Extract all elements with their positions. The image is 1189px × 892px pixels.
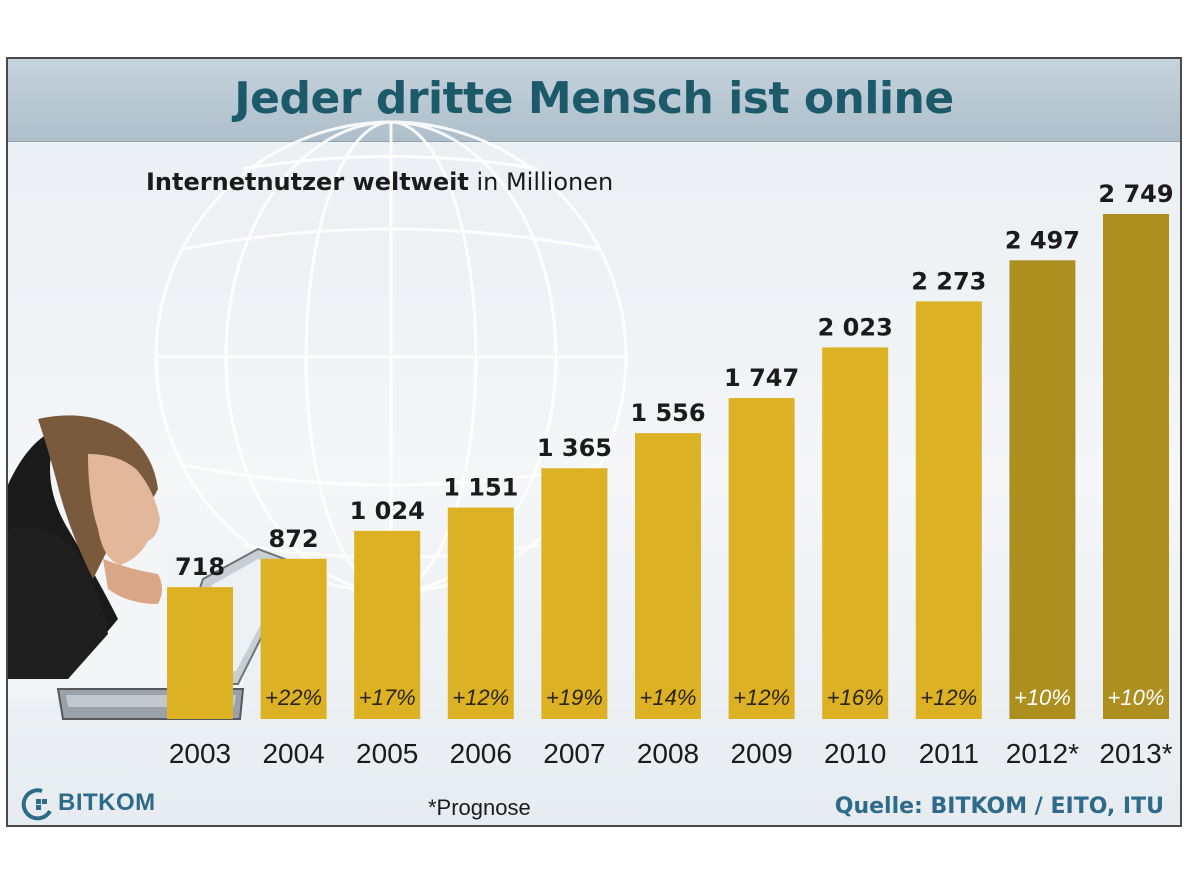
bar-2010 — [822, 347, 889, 719]
value-label-2004: 872 — [269, 525, 319, 553]
value-label-2013: 2 749 — [1098, 180, 1173, 208]
value-label-2006: 1 151 — [443, 474, 518, 502]
growth-label-2007: +19% — [546, 685, 603, 710]
x-tick-2011: 2011 — [919, 738, 979, 769]
value-label-2011: 2 273 — [911, 267, 986, 295]
growth-label-2005: +17% — [359, 685, 416, 710]
value-label-2008: 1 556 — [630, 399, 705, 427]
growth-label-2009: +12% — [733, 685, 790, 710]
growth-label-2008: +14% — [640, 685, 697, 710]
chart-title: Jeder dritte Mensch ist online — [234, 73, 954, 124]
growth-label-2012: +10% — [1014, 685, 1071, 710]
growth-label-2011: +12% — [920, 685, 977, 710]
infographic-frame: Jeder dritte Mensch ist online — [6, 57, 1182, 827]
bars-layer: 718 2003 872 +22% 2004 1 024 +17% 2005 1 151 +12%… — [167, 180, 1174, 769]
x-tick-2007: 2007 — [543, 738, 605, 769]
bar-2004 — [260, 558, 327, 719]
growth-label-2006: +12% — [452, 685, 509, 710]
bar-2011 — [915, 301, 982, 719]
growth-label-2004: +22% — [265, 685, 322, 710]
value-label-2010: 2 023 — [818, 313, 893, 341]
bitkom-logo-text: BITKOM — [58, 789, 156, 816]
x-tick-2005: 2005 — [356, 738, 418, 769]
bar-2009 — [728, 398, 795, 719]
growth-label-2013: +10% — [1108, 685, 1165, 710]
bar-2007 — [541, 468, 608, 719]
bar-2013 — [1103, 214, 1169, 719]
x-tick-2004: 2004 — [262, 738, 324, 769]
bar-2012 — [1009, 260, 1076, 719]
person-with-laptop-image — [8, 390, 300, 720]
chart-subtitle: Internetnutzer weltweit in Millionen — [146, 168, 613, 196]
value-label-2009: 1 747 — [724, 364, 799, 392]
x-tick-2008: 2008 — [637, 738, 699, 769]
subtitle-regular: in Millionen — [468, 168, 614, 196]
value-label-2003: 718 — [175, 553, 225, 581]
subtitle-bold: Internetnutzer weltweit — [146, 168, 469, 196]
x-tick-2010: 2010 — [824, 738, 886, 769]
value-label-2012: 2 497 — [1005, 226, 1080, 254]
value-label-2007: 1 365 — [537, 434, 612, 462]
source-note: Quelle: BITKOM / EITO, ITU — [834, 794, 1164, 819]
growth-label-2010: +16% — [827, 685, 884, 710]
x-tick-2013: 2013* — [1099, 738, 1172, 769]
footnote: *Prognose — [428, 795, 531, 820]
x-tick-2003: 2003 — [169, 738, 231, 769]
x-tick-2006: 2006 — [450, 738, 512, 769]
bitkom-logo-icon — [21, 788, 52, 821]
bar-2003 — [167, 587, 233, 719]
x-tick-2012: 2012* — [1006, 738, 1079, 769]
bar-2006 — [447, 507, 514, 719]
title-bar: Jeder dritte Mensch ist online — [8, 59, 1180, 142]
bar-2008 — [635, 433, 701, 719]
bitkom-logo: BITKOM — [20, 787, 155, 823]
value-label-2005: 1 024 — [350, 497, 425, 525]
chart-area: 718 2003 872 +22% 2004 1 024 +17% 2005 1 151 +12%… — [8, 120, 1174, 769]
x-tick-2009: 2009 — [730, 738, 792, 769]
bar-2005 — [354, 530, 421, 719]
